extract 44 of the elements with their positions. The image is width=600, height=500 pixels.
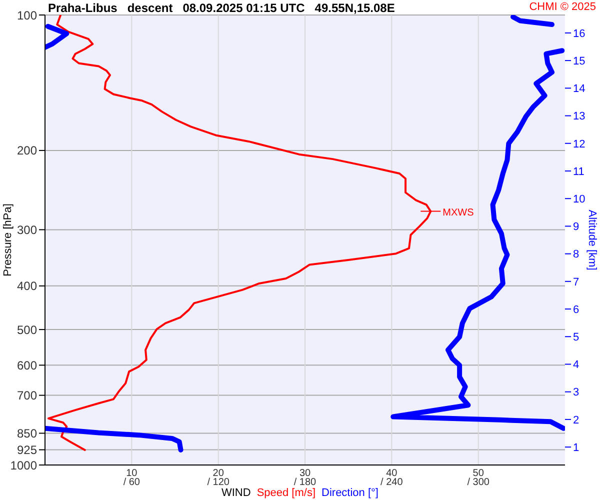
x-axis-title: WIND [221,487,251,499]
x2-tick-label: / 180 [294,477,317,488]
x2-tick-label: / 60 [123,477,140,488]
y2-tick-label: 5 [573,332,580,344]
y2-tick-label: 4 [573,359,580,372]
x-tick-label: 40 [386,468,398,480]
text: Direction [°] [322,487,378,499]
x2-tick-label: / 240 [380,477,404,488]
y-tick-label: 1000 [10,458,38,472]
y-tick-label: 600 [16,358,38,372]
x-tick-label: 10 [126,468,138,480]
y2-tick-label: 2 [573,414,580,426]
y-tick-label: 850 [16,426,38,440]
y2-tick-label: 1 [573,442,580,454]
y2-tick-label: 14 [573,83,586,96]
y2-tick-label: 16 [573,28,586,40]
y2-tick-label: 8 [573,248,580,261]
y-tick-label: 200 [16,144,38,158]
y-tick-label: 700 [16,388,38,403]
x-tick-label: 20 [212,468,224,480]
text: CHMI © 2025 [529,1,596,13]
y2-tick-label: 3 [573,386,580,399]
y2-tick-label: 12 [573,138,586,150]
y2-tick-label: 6 [573,304,580,316]
x-tick-label: 50 [472,468,484,480]
x2-tick-label: / 120 [207,477,230,488]
y-tick-label: 300 [16,222,38,237]
y2-tick-label: 13 [573,110,586,123]
y-tick-label: 500 [16,322,38,337]
y-axis-title: Pressure [hPa] [2,204,14,276]
y2-tick-label: 10 [573,193,586,206]
y2-tick-label: 9 [573,221,580,234]
y-tick-label: 100 [16,8,38,22]
y2-axis-title: Altitude [km] [586,210,598,270]
text: Speed [m/s] [256,487,316,499]
y2-tick-label: 11 [573,166,584,178]
y2-tick-label: 7 [573,276,580,288]
chart-title: Praha-Libus descent 08.09.2025 01:15 UTC 49.55N,15.08E [48,1,395,15]
y2-tick-label: 15 [573,55,586,68]
annotation: MXWS [442,207,474,218]
y-tick-label: 925 [16,443,38,458]
x-tick-label: 30 [299,468,311,480]
x2-tick-label: / 300 [467,477,490,488]
y-tick-label: 400 [16,279,38,294]
